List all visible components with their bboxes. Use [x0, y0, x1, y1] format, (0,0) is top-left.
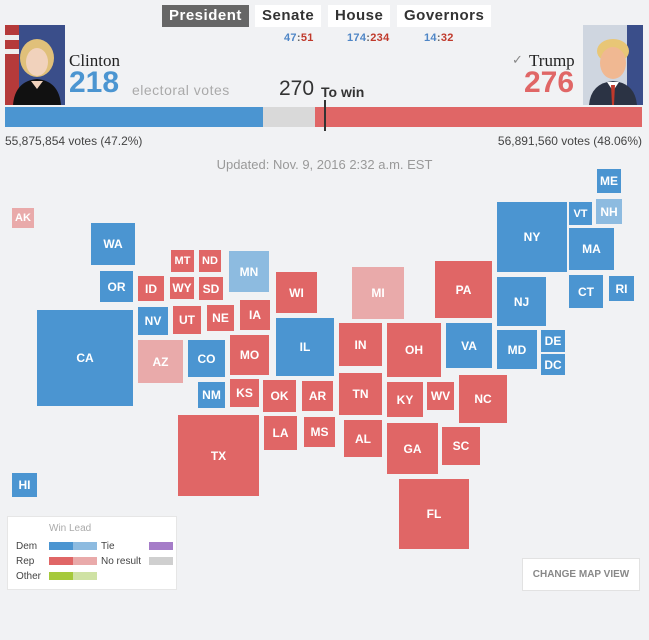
- state-sd[interactable]: SD: [199, 277, 223, 300]
- legend-header: Win Lead: [49, 523, 92, 534]
- state-wv[interactable]: WV: [427, 382, 454, 410]
- state-mo[interactable]: MO: [230, 335, 269, 375]
- trump-name: Trump: [529, 51, 575, 70]
- to-win-number: 270: [279, 77, 315, 100]
- house-dem-count: 174: [347, 32, 367, 44]
- state-fl[interactable]: FL: [399, 479, 469, 549]
- senate-dem-count: 47: [284, 32, 297, 44]
- house-tally: 174:234: [347, 32, 390, 44]
- to-win-marker: [324, 100, 326, 131]
- governors-tally: 14:32: [424, 32, 454, 44]
- state-la[interactable]: LA: [264, 416, 297, 450]
- state-nv[interactable]: NV: [138, 307, 168, 335]
- state-ms[interactable]: MS: [304, 417, 335, 447]
- trump-popular-votes: 56,891,560 votes (48.06%): [497, 134, 642, 148]
- state-mi[interactable]: MI: [352, 267, 404, 319]
- legend-other-label: Other: [16, 571, 42, 582]
- trump-electoral-votes: 276: [524, 66, 575, 99]
- state-nj[interactable]: NJ: [497, 277, 546, 326]
- legend-dem-lead-swatch: [73, 542, 97, 550]
- legend-other-win-swatch: [49, 572, 73, 580]
- clinton-photo: [5, 25, 65, 105]
- clinton-portrait-icon: [5, 25, 65, 105]
- legend-tie-swatch: [149, 542, 173, 550]
- state-md[interactable]: MD: [497, 330, 537, 369]
- state-ny[interactable]: NY: [497, 202, 567, 272]
- legend-dem-win-swatch: [49, 542, 73, 550]
- state-ar[interactable]: AR: [302, 381, 333, 411]
- uncalled-progress-bar: [263, 107, 315, 127]
- change-map-view-button[interactable]: CHANGE MAP VIEW: [522, 558, 640, 591]
- legend-other-lead-swatch: [73, 572, 97, 580]
- state-nd[interactable]: ND: [199, 250, 221, 272]
- clinton-popular-votes: 55,875,854 votes (47.2%): [5, 134, 143, 148]
- state-al[interactable]: AL: [344, 420, 382, 457]
- state-mt[interactable]: MT: [171, 250, 194, 272]
- tab-governors[interactable]: Governors: [397, 5, 492, 27]
- senate-rep-count: 51: [300, 32, 314, 44]
- state-pa[interactable]: PA: [435, 261, 492, 318]
- legend-dem-label: Dem: [16, 541, 38, 552]
- legend-no-result-label: No result: [101, 556, 142, 567]
- governors-rep-count: 32: [440, 32, 454, 44]
- map-legend: Win Lead Dem Rep Other Tie No result: [7, 516, 177, 590]
- state-oh[interactable]: OH: [387, 323, 441, 377]
- state-ks[interactable]: KS: [230, 379, 259, 407]
- state-co[interactable]: CO: [188, 340, 225, 377]
- state-nm[interactable]: NM: [198, 382, 225, 408]
- state-nc[interactable]: NC: [459, 375, 507, 423]
- legend-rep-label: Rep: [16, 556, 35, 567]
- governors-dem-count: 14: [424, 32, 437, 44]
- state-ut[interactable]: UT: [173, 306, 201, 334]
- tab-house[interactable]: House: [328, 5, 391, 27]
- state-il[interactable]: IL: [276, 318, 334, 376]
- state-me[interactable]: ME: [597, 169, 621, 193]
- senate-tally: 47:51: [284, 32, 314, 44]
- legend-rep-win-swatch: [49, 557, 73, 565]
- state-nh[interactable]: NH: [596, 199, 622, 224]
- state-ca[interactable]: CA: [37, 310, 133, 406]
- state-ky[interactable]: KY: [387, 382, 423, 417]
- state-tx[interactable]: TX: [178, 415, 259, 496]
- electoral-votes-label: electoral votes: [132, 82, 230, 98]
- rep-progress-bar: [315, 107, 642, 127]
- trump-photo: [583, 25, 643, 105]
- legend-rep-lead-swatch: [73, 557, 97, 565]
- clinton-name: Clinton: [69, 51, 121, 70]
- state-ga[interactable]: GA: [387, 423, 438, 474]
- state-dc[interactable]: DC: [541, 354, 565, 375]
- state-ia[interactable]: IA: [240, 300, 270, 330]
- state-ok[interactable]: OK: [263, 380, 296, 412]
- legend-tie-label: Tie: [101, 541, 115, 552]
- state-ma[interactable]: MA: [569, 228, 614, 270]
- state-ne[interactable]: NE: [207, 305, 234, 331]
- trump-portrait-icon: [583, 25, 643, 105]
- tab-senate[interactable]: Senate: [255, 5, 322, 27]
- state-mn[interactable]: MN: [229, 251, 269, 292]
- state-vt[interactable]: VT: [569, 202, 592, 225]
- state-ct[interactable]: CT: [569, 275, 603, 308]
- state-va[interactable]: VA: [446, 323, 492, 368]
- state-sc[interactable]: SC: [442, 427, 480, 465]
- updated-timestamp: Updated: Nov. 9, 2016 2:32 a.m. EST: [216, 157, 433, 172]
- state-or[interactable]: OR: [100, 271, 133, 302]
- state-id[interactable]: ID: [138, 276, 164, 301]
- state-hi[interactable]: HI: [12, 473, 37, 497]
- legend-no-result-swatch: [149, 557, 173, 565]
- house-rep-count: 234: [370, 32, 390, 44]
- state-ak[interactable]: AK: [12, 208, 34, 228]
- state-in[interactable]: IN: [339, 323, 382, 366]
- dem-progress-bar: [5, 107, 263, 127]
- state-de[interactable]: DE: [541, 330, 565, 352]
- tab-president[interactable]: President: [162, 5, 249, 27]
- state-wy[interactable]: WY: [170, 277, 194, 299]
- state-wi[interactable]: WI: [276, 272, 317, 313]
- state-ri[interactable]: RI: [609, 276, 634, 301]
- state-tn[interactable]: TN: [339, 373, 382, 415]
- clinton-electoral-votes: 218: [69, 66, 120, 99]
- state-wa[interactable]: WA: [91, 223, 135, 265]
- trump-winner-check-icon: ✓: [512, 52, 523, 67]
- state-az[interactable]: AZ: [138, 340, 183, 383]
- to-win-label: To win: [321, 84, 365, 100]
